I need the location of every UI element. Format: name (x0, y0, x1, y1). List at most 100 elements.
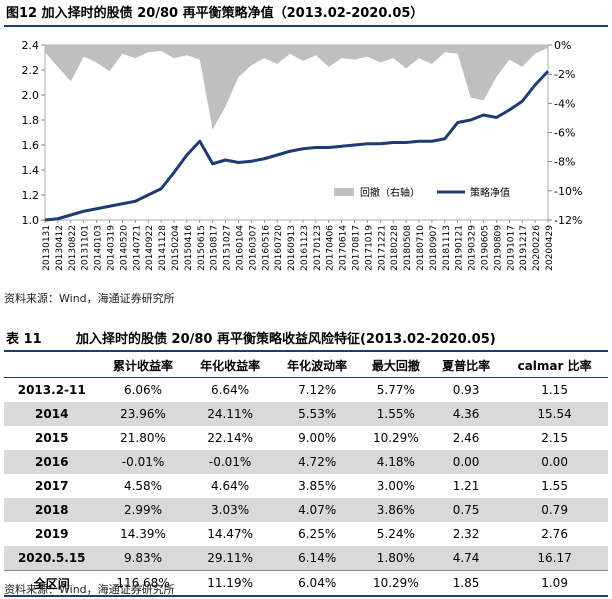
table-cell: 24.11% (186, 402, 274, 426)
table-cell: 2.32 (452, 527, 480, 541)
x-tick-label: 20180907 (429, 225, 439, 271)
table-cell: 5.53% (273, 402, 361, 426)
right-tick-label: -12% (554, 214, 582, 227)
x-tick-label: 20151027 (223, 225, 233, 271)
row-label: 2015 (35, 431, 69, 445)
left-tick-label: 2.4 (22, 39, 40, 52)
table-cell: 6.64% (211, 383, 250, 397)
right-tick-label: 0% (554, 39, 571, 52)
x-tick-label: 20200226 (532, 225, 542, 271)
drawdown-area (45, 45, 548, 130)
table-cell: 3.85% (298, 479, 337, 493)
table-cell: 16.17 (501, 546, 608, 571)
x-tick-label: 20200429 (545, 225, 555, 271)
table-cell: 6.25% (298, 527, 337, 541)
left-tick-label: 1.2 (22, 189, 40, 202)
table-cell: 10.29% (372, 431, 419, 445)
table-row: 2014 23.96% 24.11% 5.53% 1.55% 4.36 15.54 (4, 402, 608, 426)
left-tick-label: 2.0 (22, 89, 40, 102)
legend-drawdown-swatch (334, 188, 354, 196)
right-tick-label: -4% (554, 97, 575, 110)
x-tick-label: 20180228 (390, 225, 400, 271)
right-tick-label: -10% (554, 185, 582, 198)
table-cell: 2.76 (541, 527, 568, 541)
x-tick-label: 20130412 (55, 225, 65, 271)
table-cell: 2.15 (541, 431, 568, 445)
table-row: 2017 4.58% 4.64% 3.85% 3.00% 1.21 1.55 (4, 474, 608, 498)
table-source-note: 资料来源：Wind，海通证券研究所 (4, 583, 175, 596)
x-tick-label: 20130822 (68, 225, 78, 271)
table-cell: 1.55% (360, 402, 431, 426)
x-tick-label: 20160104 (235, 225, 245, 271)
x-tick-label: 20171221 (377, 225, 387, 271)
right-tick-label: -2% (554, 68, 575, 81)
x-tick-label: 20190329 (468, 225, 478, 271)
table-row: 2020.5.15 9.83% 29.11% 6.14% 1.80% 4.74 16.17 (4, 546, 608, 571)
row-label: 2016 (4, 450, 100, 474)
table-cell: 4.07% (273, 498, 361, 522)
table-cell: 4.58% (123, 479, 163, 493)
x-tick-label: 20140721 (132, 225, 142, 271)
left-tick-label: 1.0 (22, 214, 40, 227)
x-tick-label: 20190121 (455, 225, 465, 271)
table-cell: 10.29% (360, 570, 431, 597)
col-header: 年化波动率 (273, 353, 361, 378)
table-cell: 3.86% (360, 498, 431, 522)
table-cell: 1.55 (541, 479, 568, 493)
table-cell: 9.00% (298, 431, 337, 445)
table-cell: -0.01% (186, 450, 274, 474)
x-tick-label: 20191017 (506, 225, 516, 271)
col-header (4, 353, 100, 378)
x-tick-label: 20150615 (197, 225, 207, 271)
right-tick-label: -6% (554, 127, 575, 140)
legend-drawdown-label: 回撤（右轴） (360, 186, 420, 199)
x-tick-label: 20170614 (339, 225, 349, 271)
x-tick-label: 20181113 (442, 225, 452, 271)
table-row: 2018 2.99% 3.03% 4.07% 3.86% 0.75 0.79 (4, 498, 608, 522)
x-tick-label: 20180508 (403, 225, 413, 271)
nav-drawdown-chart: 1.0 1.2 1.4 1.6 1.8 2.0 2.2 2.4 0% -2% -4% -6% -8% -1… (22, 39, 583, 271)
col-header: 最大回撤 (360, 353, 431, 378)
table-cell: 4.64% (211, 479, 250, 493)
table-cell: 14.39% (120, 527, 166, 541)
x-tick-label: 20130131 (42, 225, 52, 271)
stats-table: 累计收益率 年化收益率 年化波动率 最大回撤 夏普比率 calmar 比率 20… (4, 353, 608, 597)
table-cell: 14.47% (207, 527, 253, 541)
table-cell: 3.00% (376, 479, 415, 493)
x-tick-label: 20140922 (145, 225, 155, 271)
x-tick-label: 20191217 (519, 225, 529, 271)
table-cell: 1.09 (501, 570, 608, 597)
col-header: 年化收益率 (186, 353, 274, 378)
table-cell: 4.36 (430, 402, 502, 426)
table-cell: 2.46 (452, 431, 480, 445)
table-cell: 4.18% (360, 450, 431, 474)
left-tick-label: 2.2 (22, 64, 40, 77)
table-cell: 1.21 (452, 479, 480, 493)
row-label: 2014 (4, 402, 100, 426)
row-label: 2018 (4, 498, 100, 522)
x-tick-label: 20140520 (119, 225, 129, 271)
right-tick-label: -8% (554, 156, 575, 169)
x-tick-label: 20131101 (81, 225, 91, 271)
nav-line (44, 70, 550, 222)
x-tick-label: 20171019 (364, 225, 374, 271)
table-cell: 5.24% (376, 527, 415, 541)
col-header: 累计收益率 (99, 353, 187, 378)
x-tick-label: 20140103 (94, 225, 104, 271)
x-tick-label: 20190605 (481, 225, 491, 271)
table-cell: 21.80% (120, 431, 166, 445)
col-header: 夏普比率 (430, 353, 502, 378)
table-number: 表 11 (6, 332, 42, 347)
table-header-row: 累计收益率 年化收益率 年化波动率 最大回撤 夏普比率 calmar 比率 (4, 353, 608, 378)
x-tick-label: 20160307 (248, 225, 258, 271)
x-tick-label: 20161123 (300, 225, 310, 271)
col-header: calmar 比率 (501, 353, 608, 378)
table-cell: 1.85 (430, 570, 502, 597)
table-cell: 11.19% (186, 570, 274, 597)
table-cell: 23.96% (99, 402, 187, 426)
figure-title: 图12 加入择时的股债 20/80 再平衡策略净值（2013.02-2020.0… (4, 3, 608, 27)
row-label: 2020.5.15 (4, 546, 100, 571)
table-row: 2019 14.39% 14.47% 6.25% 5.24% 2.32 2.76 (4, 522, 608, 546)
table-row: 全区间 116.68% 11.19% 6.04% 10.29% 1.85 1.09 (4, 570, 608, 597)
x-tick-label: 20150416 (184, 225, 194, 271)
